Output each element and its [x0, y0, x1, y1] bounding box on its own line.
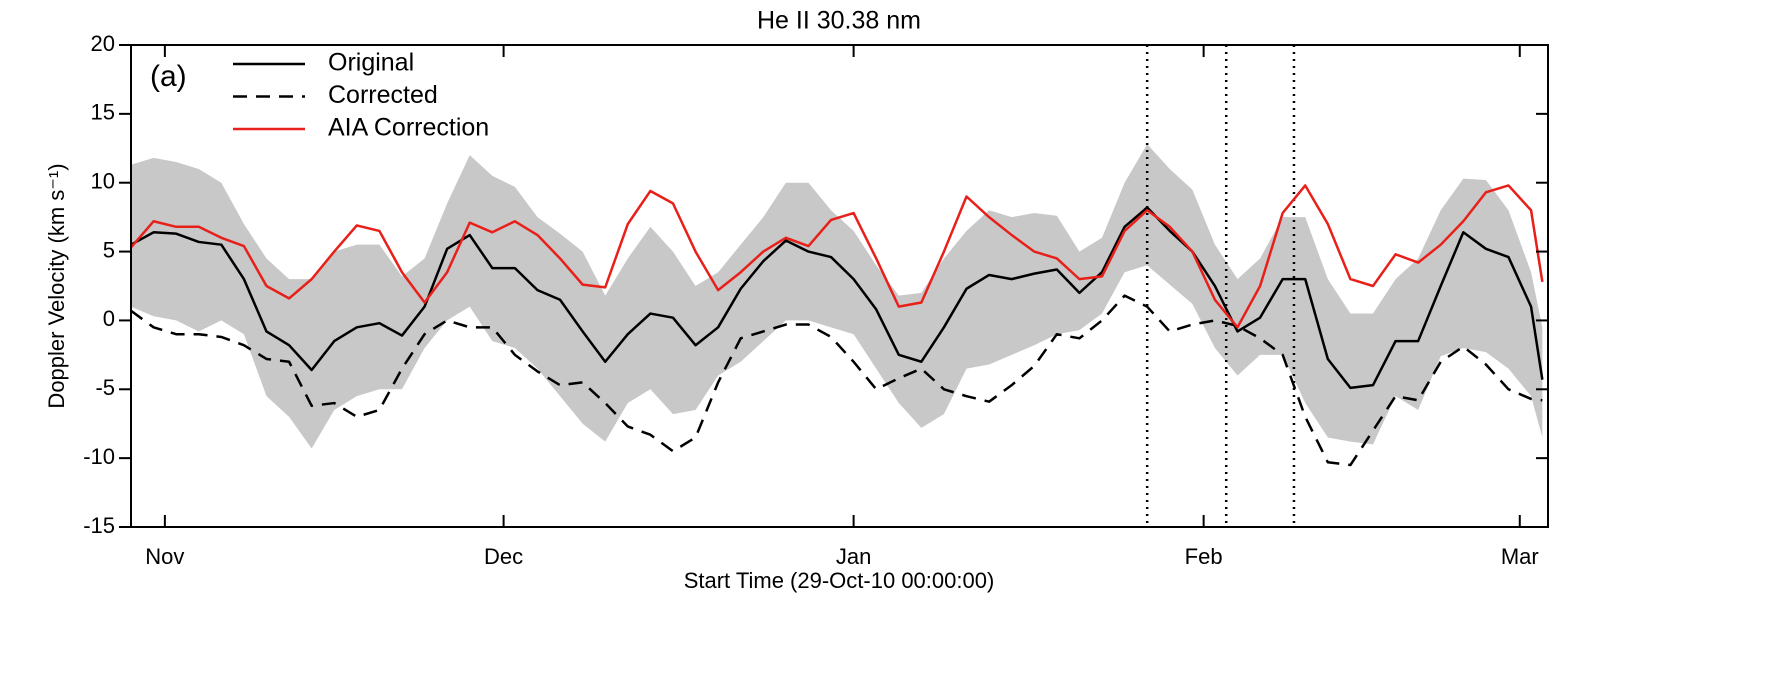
- plot-frame: [130, 44, 1549, 528]
- y-tick-label: 5: [103, 237, 115, 262]
- series-line: [130, 184, 1544, 329]
- y-tick-label: 0: [103, 306, 115, 331]
- y-tick-label: -10: [83, 444, 115, 469]
- legend-label: Original: [328, 49, 414, 77]
- x-tick-label: Feb: [1185, 544, 1223, 569]
- series-line: [130, 294, 1543, 467]
- x-tick-label: Mar: [1501, 544, 1539, 569]
- y-tick-label: -15: [83, 513, 115, 538]
- panel-label: (a): [150, 60, 187, 93]
- legend-label: AIA Correction: [328, 114, 489, 142]
- spread-band: [131, 144, 1543, 449]
- series-line: [130, 206, 1544, 390]
- y-axis-label: Doppler Velocity (km s⁻¹): [44, 163, 69, 408]
- x-tick-label: Jan: [836, 544, 871, 569]
- legend-label: Corrected: [328, 81, 438, 109]
- x-axis-label: Start Time (29-Oct-10 00:00:00): [684, 568, 995, 593]
- x-tick-label: Dec: [484, 544, 523, 569]
- chart-title: He II 30.38 nm: [757, 7, 921, 35]
- y-tick-label: 10: [91, 169, 115, 194]
- y-tick-label: 15: [91, 100, 115, 125]
- y-tick-label: 20: [91, 31, 115, 56]
- x-tick-label: Nov: [145, 544, 184, 569]
- y-tick-label: -5: [95, 375, 115, 400]
